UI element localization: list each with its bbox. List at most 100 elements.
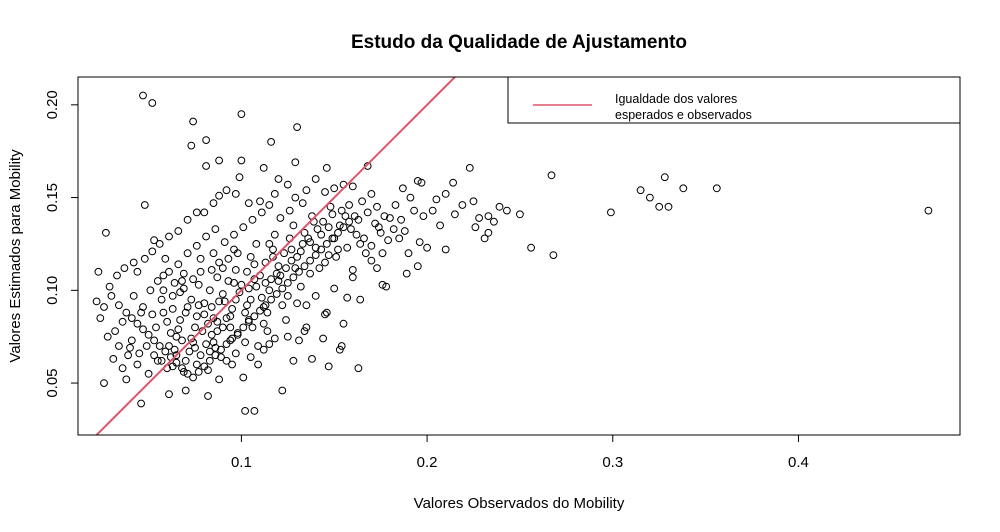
data-point bbox=[115, 342, 123, 350]
data-point bbox=[291, 193, 300, 202]
data-point bbox=[172, 351, 181, 360]
data-point bbox=[118, 317, 127, 326]
data-point bbox=[207, 330, 216, 339]
data-point bbox=[415, 238, 424, 247]
data-point bbox=[209, 249, 218, 258]
data-point bbox=[246, 295, 255, 304]
data-point bbox=[373, 264, 381, 273]
data-point bbox=[179, 284, 188, 293]
data-point bbox=[259, 319, 268, 328]
data-point bbox=[335, 221, 344, 230]
data-point bbox=[94, 267, 103, 276]
data-point bbox=[107, 292, 116, 300]
data-point bbox=[150, 336, 159, 345]
data-point bbox=[549, 251, 558, 260]
data-point bbox=[317, 245, 326, 254]
data-point bbox=[127, 336, 136, 345]
data-point bbox=[664, 202, 673, 211]
data-point bbox=[269, 245, 277, 254]
data-point bbox=[471, 223, 480, 232]
data-point bbox=[334, 245, 342, 254]
data-point bbox=[105, 282, 114, 291]
data-point bbox=[228, 334, 237, 343]
data-point bbox=[402, 269, 411, 278]
data-point bbox=[226, 336, 235, 345]
data-point bbox=[308, 355, 316, 363]
data-point bbox=[239, 323, 248, 332]
data-point bbox=[181, 308, 190, 317]
data-point bbox=[484, 228, 493, 237]
data-point bbox=[306, 238, 315, 247]
data-point bbox=[646, 193, 654, 202]
data-point bbox=[202, 136, 211, 145]
data-point bbox=[330, 234, 339, 243]
data-point bbox=[202, 162, 211, 170]
data-point bbox=[170, 345, 179, 354]
data-point bbox=[352, 230, 361, 239]
data-point bbox=[144, 369, 153, 378]
data-point bbox=[270, 334, 279, 343]
data-point bbox=[196, 267, 205, 276]
data-point bbox=[207, 303, 216, 311]
data-point bbox=[215, 297, 224, 306]
data-point bbox=[458, 201, 467, 209]
data-point bbox=[165, 342, 173, 350]
data-point bbox=[205, 286, 214, 295]
data-point bbox=[233, 249, 242, 258]
data-point bbox=[400, 227, 409, 235]
data-point bbox=[306, 269, 315, 278]
data-point bbox=[655, 202, 664, 211]
data-point bbox=[194, 280, 203, 289]
data-point bbox=[345, 217, 354, 226]
data-point bbox=[246, 253, 255, 261]
data-point bbox=[298, 199, 307, 208]
data-point bbox=[348, 273, 357, 282]
data-point bbox=[252, 240, 261, 248]
data-point bbox=[441, 245, 450, 254]
data-point bbox=[272, 290, 281, 298]
data-point bbox=[213, 273, 222, 282]
data-point bbox=[380, 212, 389, 221]
data-point bbox=[376, 228, 385, 237]
data-point bbox=[181, 356, 190, 365]
data-point bbox=[267, 138, 276, 146]
data-point bbox=[194, 301, 203, 310]
legend-label-line2: esperados e observados bbox=[615, 108, 752, 122]
data-point bbox=[204, 366, 212, 375]
legend: Igualdade dos valores esperados e observ… bbox=[507, 76, 961, 124]
data-point bbox=[278, 301, 287, 310]
data-point bbox=[248, 215, 257, 224]
data-point bbox=[261, 279, 270, 287]
data-point bbox=[282, 264, 290, 273]
data-point bbox=[272, 269, 281, 278]
data-point bbox=[150, 236, 159, 245]
data-point bbox=[270, 230, 279, 239]
data-point bbox=[244, 199, 253, 208]
data-point bbox=[211, 351, 220, 360]
data-point bbox=[265, 340, 274, 349]
y-tick-label: 0.05 bbox=[44, 368, 61, 397]
data-point bbox=[140, 254, 149, 263]
data-point bbox=[423, 243, 432, 252]
data-point bbox=[337, 206, 346, 215]
data-point bbox=[451, 210, 459, 219]
data-point bbox=[168, 362, 177, 371]
data-point bbox=[465, 164, 474, 172]
data-point bbox=[187, 334, 196, 343]
data-point bbox=[239, 223, 248, 232]
data-point bbox=[259, 303, 268, 311]
data-point bbox=[252, 282, 261, 291]
data-point bbox=[295, 267, 303, 276]
data-point bbox=[113, 271, 121, 280]
data-point bbox=[322, 164, 331, 172]
x-axis: 0.1 0.2 0.3 0.4 bbox=[231, 435, 809, 471]
data-point bbox=[231, 266, 240, 274]
x-tick-label: 0.2 bbox=[417, 454, 438, 471]
data-point bbox=[311, 292, 320, 300]
data-point bbox=[417, 178, 426, 187]
data-point bbox=[244, 316, 253, 324]
data-point bbox=[241, 338, 250, 347]
data-point bbox=[302, 323, 311, 332]
data-point bbox=[371, 219, 380, 228]
data-point bbox=[283, 180, 292, 189]
